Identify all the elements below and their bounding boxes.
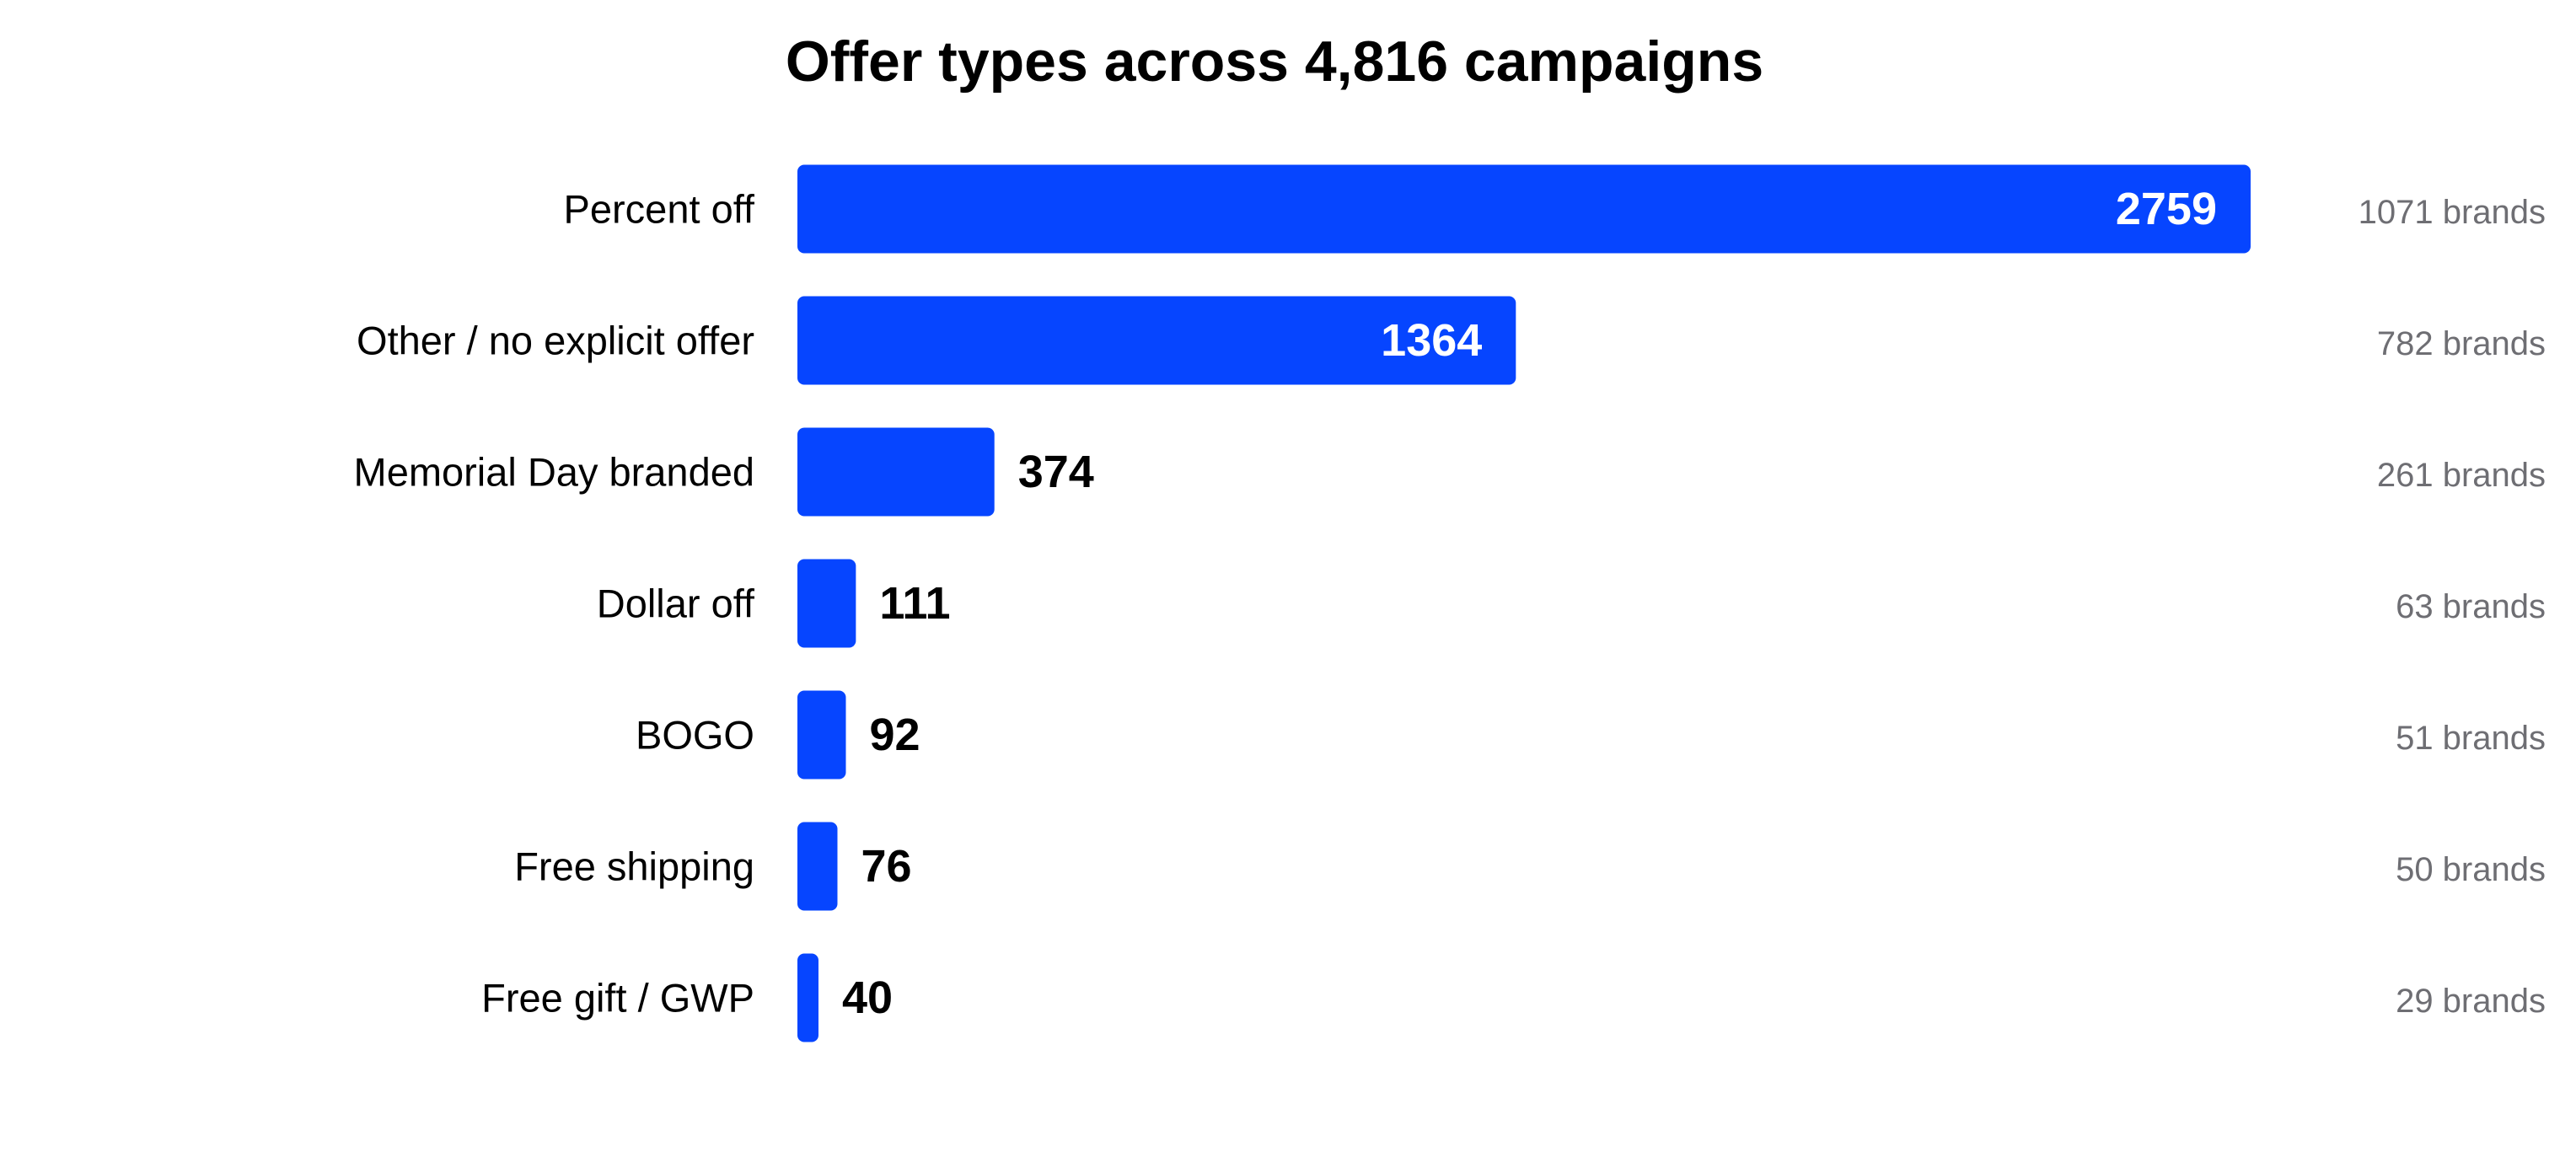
brand-count-label: 1071 brands: [2359, 194, 2546, 231]
bar-free-shipping: [797, 822, 838, 911]
brand-count-label: 63 brands: [2396, 588, 2546, 625]
value-label: 40: [842, 973, 893, 1023]
category-label: Dollar off: [597, 581, 755, 626]
bar-percent-off: [797, 164, 2251, 254]
category-label: Memorial Day branded: [354, 450, 754, 495]
bar-row-bogo: BOGO 92 51 brands: [636, 690, 2546, 780]
bar-row-free-shipping: Free shipping 76 50 brands: [514, 822, 2546, 911]
bar-other-no-explicit-offer: [797, 296, 1516, 385]
value-label: 1364: [1381, 315, 1482, 366]
bar-bogo: [797, 690, 846, 780]
bar-row-percent-off: Percent off 2759 1071 brands: [564, 164, 2546, 254]
value-label: 111: [879, 578, 950, 629]
category-label: BOGO: [636, 713, 754, 758]
value-label: 2759: [2116, 184, 2217, 234]
category-label: Percent off: [564, 187, 755, 232]
bar-memorial-day-branded: [797, 427, 995, 517]
brand-count-label: 261 brands: [2377, 457, 2546, 494]
bar-free-gift-gwp: [797, 953, 818, 1042]
bars-group: Percent off 2759 1071 brands Other / no exp…: [354, 164, 2546, 1042]
chart-title: Offer types across 4,816 campaigns: [786, 29, 1763, 94]
value-label: 374: [1018, 447, 1094, 497]
bar-row-other-no-explicit-offer: Other / no explicit offer 1364 782 brands: [357, 296, 2546, 385]
value-label: 92: [869, 710, 920, 760]
value-label: 76: [861, 841, 911, 892]
category-label: Free gift / GWP: [481, 976, 754, 1021]
bar-row-dollar-off: Dollar off 111 63 brands: [597, 559, 2546, 648]
bar-row-memorial-day-branded: Memorial Day branded 374 261 brands: [354, 427, 2546, 517]
bar-row-free-gift-gwp: Free gift / GWP 40 29 brands: [481, 953, 2546, 1042]
brand-count-label: 782 brands: [2377, 325, 2546, 362]
category-label: Other / no explicit offer: [357, 319, 754, 363]
brand-count-label: 51 brands: [2396, 720, 2546, 757]
category-label: Free shipping: [514, 844, 754, 889]
brand-count-label: 29 brands: [2396, 983, 2546, 1020]
bar-dollar-off: [797, 559, 856, 648]
brand-count-label: 50 brands: [2396, 851, 2546, 888]
